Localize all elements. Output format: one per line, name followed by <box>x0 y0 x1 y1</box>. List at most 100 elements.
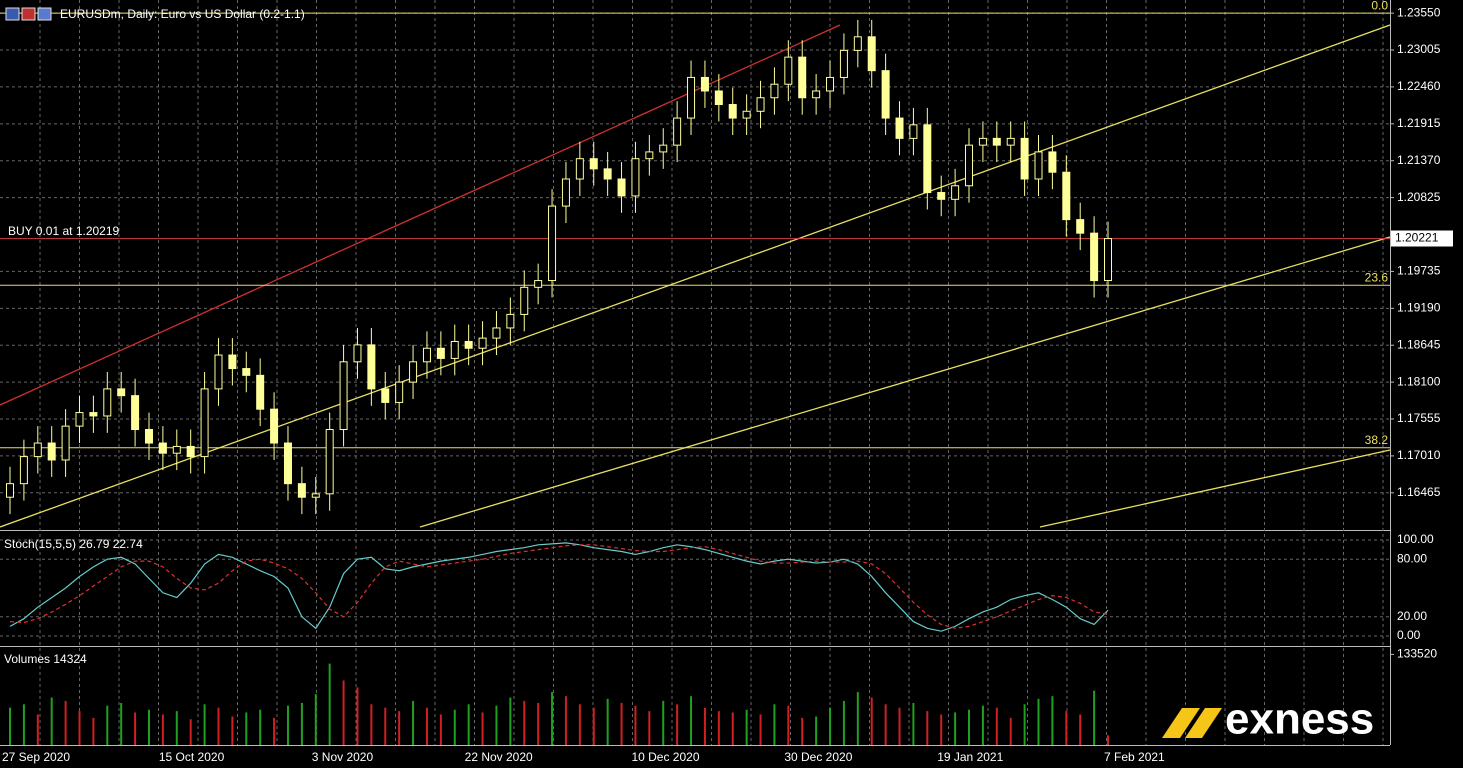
icon <box>37 7 52 21</box>
candle-body <box>1090 232 1099 282</box>
y-tick-label: 1.19735 <box>1397 264 1441 278</box>
candle-body <box>617 178 626 197</box>
candle-body <box>172 445 181 454</box>
candle-body <box>659 144 668 153</box>
candle-body <box>228 354 237 370</box>
stochastic-title: Stoch(15,5,5) 26.79 22.74 <box>4 537 143 551</box>
x-tick-label: 22 Nov 2020 <box>465 750 533 764</box>
candle-body <box>839 49 848 78</box>
candle-body <box>965 144 974 187</box>
buy-label: BUY 0.01 at 1.20219 <box>8 224 120 238</box>
candle-body <box>645 151 654 160</box>
candle-body <box>339 361 348 431</box>
y-tick-label: 1.18100 <box>1397 374 1441 388</box>
candle-body <box>812 90 821 99</box>
y-tick-label: 1.21370 <box>1397 153 1441 167</box>
candle-body <box>47 442 56 461</box>
y-tick-label: 1.22460 <box>1397 79 1441 93</box>
candle-body <box>923 124 932 194</box>
y-tick-label: 1.21915 <box>1397 116 1441 130</box>
candle-body <box>464 340 473 349</box>
y-tick-label: 1.19190 <box>1397 300 1441 314</box>
brand-logo: exness <box>1162 695 1374 744</box>
fib-label: 38.2 <box>1365 433 1389 447</box>
x-tick-label: 15 Oct 2020 <box>159 750 225 764</box>
candle-body <box>297 483 306 498</box>
trendline <box>1039 449 1391 528</box>
candle-body <box>256 374 265 410</box>
candle-body <box>826 76 835 92</box>
candle-body <box>33 442 42 458</box>
fib-label: 0.0 <box>1371 0 1388 12</box>
candle-body <box>1062 171 1071 221</box>
x-tick-label: 30 Dec 2020 <box>784 750 852 764</box>
candle-body <box>909 124 918 139</box>
candle-body <box>784 56 793 85</box>
candle-body <box>687 76 696 119</box>
candle-body <box>395 381 404 403</box>
y-tick-label: 20.00 <box>1397 609 1427 623</box>
candle-body <box>603 168 612 180</box>
candle-body <box>422 347 431 363</box>
x-tick-label: 3 Nov 2020 <box>312 750 374 764</box>
candle-body <box>367 344 376 390</box>
current-price-box <box>1391 230 1453 247</box>
candle-body <box>756 97 765 112</box>
candle-body <box>978 137 987 146</box>
candle-body <box>61 425 70 461</box>
candle-body <box>534 280 543 288</box>
x-tick-label: 7 Feb 2021 <box>1104 750 1165 764</box>
candle-body <box>75 412 84 427</box>
icon <box>21 7 36 21</box>
candle-body <box>381 388 390 403</box>
y-tick-label: 1.20825 <box>1397 190 1441 204</box>
trendline <box>0 24 1391 528</box>
y-tick-label: 1.17555 <box>1397 411 1441 425</box>
candle-body <box>895 117 904 139</box>
candle-body <box>714 90 723 106</box>
candle-body <box>89 412 98 417</box>
candle-body <box>103 388 112 417</box>
candle-body <box>1006 137 1015 146</box>
candle-body <box>742 110 751 119</box>
candle-body <box>436 347 445 359</box>
y-tick-label: 1.17010 <box>1397 448 1441 462</box>
candle-body <box>131 395 140 431</box>
x-tick-label: 10 Dec 2020 <box>631 750 699 764</box>
fib-label: 23.6 <box>1365 270 1389 284</box>
trendline <box>0 24 841 406</box>
y-tick-label: 80.00 <box>1397 551 1427 565</box>
candle-body <box>631 158 640 197</box>
stochastic-line <box>9 544 1109 629</box>
candle-body <box>700 76 709 92</box>
x-tick-label: 19 Jan 2021 <box>937 750 1003 764</box>
y-tick-label: 133520 <box>1397 647 1437 661</box>
candle-body <box>992 137 1001 146</box>
title-icons <box>5 7 52 21</box>
candle-body <box>283 442 292 485</box>
candle-body <box>853 36 862 51</box>
candle-body <box>325 429 334 495</box>
candle-body <box>450 340 459 359</box>
y-tick-label: 100.00 <box>1397 532 1434 546</box>
brand-icon <box>1162 708 1222 738</box>
y-tick-label: 1.23005 <box>1397 42 1441 56</box>
candle-body <box>117 388 126 397</box>
candle-body <box>1076 219 1085 234</box>
candle-body <box>1020 137 1029 180</box>
y-tick-label: 1.23550 <box>1397 5 1441 19</box>
y-tick-label: 1.16465 <box>1397 485 1441 499</box>
candle-body <box>242 368 251 376</box>
candle-body <box>506 313 515 329</box>
candle-body <box>673 117 682 146</box>
candle-body <box>575 158 584 180</box>
candle-body <box>798 56 807 99</box>
candle-body <box>770 83 779 99</box>
candle-body <box>144 429 153 444</box>
candle-body <box>6 483 14 498</box>
candle-body <box>728 104 737 119</box>
candle-body <box>214 354 223 390</box>
